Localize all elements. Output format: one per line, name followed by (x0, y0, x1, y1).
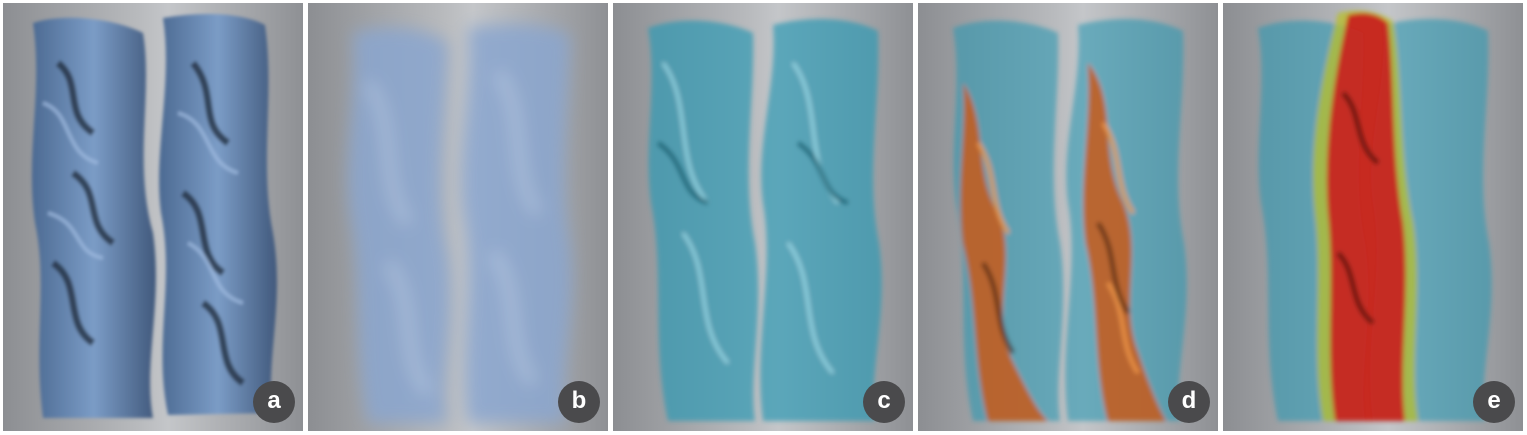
panel-b-render (348, 23, 572, 423)
panel-c-render (648, 19, 882, 421)
panel-d-render (953, 19, 1187, 421)
panel-e-render (1258, 10, 1492, 421)
panel-a-render (31, 13, 277, 418)
panel-a: a (3, 3, 303, 431)
panel-b-label: b (558, 381, 600, 423)
panel-b: b (308, 3, 608, 431)
panel-d-label: d (1168, 381, 1210, 423)
panel-e-label: e (1473, 381, 1515, 423)
panel-a-label: a (253, 381, 295, 423)
panel-c-label: c (863, 381, 905, 423)
panel-e: e (1223, 3, 1523, 431)
panel-d: d (918, 3, 1218, 431)
panel-c: c (613, 3, 913, 431)
